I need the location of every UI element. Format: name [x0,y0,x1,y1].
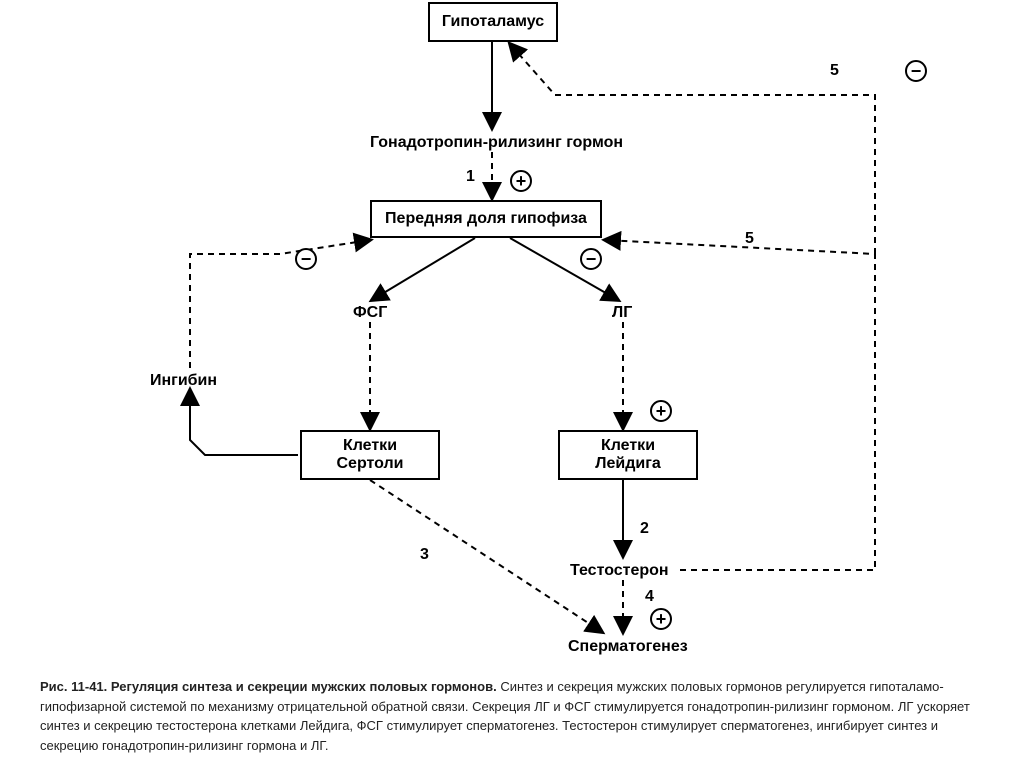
minus-icon: − [905,60,927,82]
node-label: Передняя доля гипофиза [385,210,587,228]
node-fsh: ФСГ [353,304,387,322]
node-leydig: Клетки Лейдига [558,430,698,480]
node-label: Тестостерон [570,562,669,579]
edge-label: 1 [466,168,475,186]
minus-icon: − [580,248,602,270]
plus-icon: + [650,400,672,422]
node-label: Сперматогенез [568,638,688,655]
node-label: Гонадотропин-рилизинг гормон [370,134,623,151]
node-testosterone: Тестостерон [570,562,669,580]
edge-label: 3 [420,546,429,564]
node-label: ФСГ [353,304,387,321]
edges-svg [0,0,1024,690]
minus-icon: − [295,248,317,270]
node-hypothalamus: Гипоталамус [428,2,558,42]
edge-label: 5 [830,62,839,80]
node-lh: ЛГ [612,304,632,322]
node-label: ЛГ [612,304,632,321]
plus-icon: + [510,170,532,192]
caption-title: Рис. 11-41. Регуляция синтеза и секреции… [40,679,497,694]
node-pituitary: Передняя доля гипофиза [370,200,602,238]
figure-caption: Рис. 11-41. Регуляция синтеза и секреции… [40,677,984,755]
node-gnrh: Гонадотропин-рилизинг гормон [370,134,623,152]
edge-label: 5 [745,230,754,248]
node-inhibin: Ингибин [150,372,217,390]
edge-label: 2 [640,520,649,538]
node-label: Гипоталамус [442,13,544,31]
node-sertoli: Клетки Сертоли [300,430,440,480]
edge-label: 4 [645,588,654,606]
node-label: Клетки Сертоли [336,437,403,473]
node-label: Ингибин [150,372,217,389]
node-label: Клетки Лейдига [595,437,661,473]
hormone-regulation-diagram: Гипоталамус Гонадотропин-рилизинг гормон… [0,0,1024,690]
node-spermatogenesis: Сперматогенез [568,638,688,656]
plus-icon: + [650,608,672,630]
